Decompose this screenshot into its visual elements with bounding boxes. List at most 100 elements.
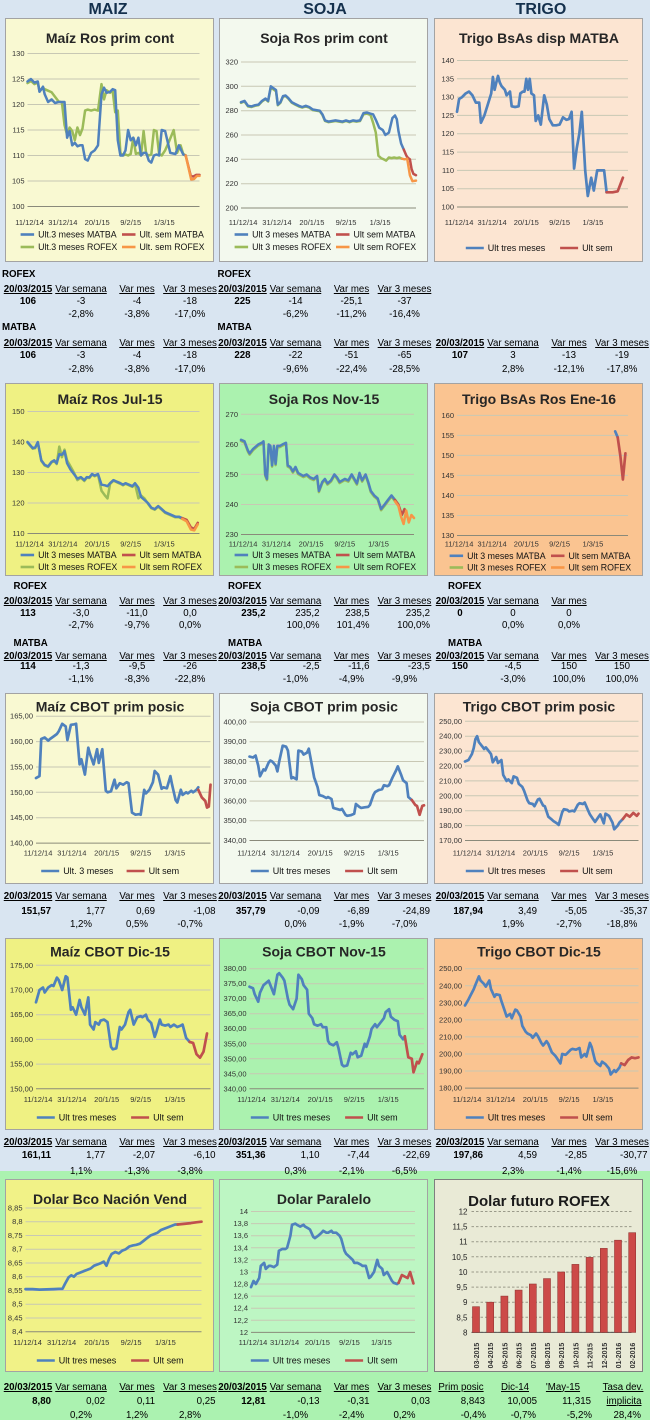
svg-text:130: 130 [441,531,454,540]
svg-text:13,8: 13,8 [233,1219,248,1228]
svg-text:170,00: 170,00 [439,836,462,845]
svg-text:Dolar Paralelo: Dolar Paralelo [277,1191,371,1207]
svg-text:200,00: 200,00 [439,1049,462,1058]
svg-text:Ult 3 meses ROFEX: Ult 3 meses ROFEX [252,562,331,572]
svg-text:11/12/14: 11/12/14 [444,539,473,548]
svg-text:20/1/15: 20/1/15 [513,218,538,227]
svg-text:9/2/15: 9/2/15 [336,218,357,227]
svg-text:11-2015: 11-2015 [587,1343,594,1368]
svg-text:120: 120 [441,129,454,138]
svg-text:150,00: 150,00 [10,787,33,796]
svg-text:8,45: 8,45 [7,1314,22,1323]
svg-text:20/1/15: 20/1/15 [522,848,547,857]
svg-text:1/3/15: 1/3/15 [378,848,399,857]
svg-text:340,00: 340,00 [224,836,247,845]
svg-text:Ult 3 meses MATBA: Ult 3 meses MATBA [38,550,117,560]
svg-text:8,5: 8,5 [456,1313,468,1322]
svg-text:Ult sem: Ult sem [153,1356,184,1366]
svg-text:250: 250 [225,469,238,478]
svg-text:11/12/14: 11/12/14 [15,539,44,548]
svg-text:1/3/15: 1/3/15 [164,848,185,857]
svg-text:31/12/14: 31/12/14 [57,848,86,857]
svg-text:9/2/15: 9/2/15 [120,1338,141,1347]
svg-text:9/2/15: 9/2/15 [120,218,141,227]
svg-text:160,00: 160,00 [10,1034,33,1043]
svg-text:190,00: 190,00 [439,806,462,815]
svg-text:20/1/15: 20/1/15 [84,1338,109,1347]
svg-text:11: 11 [459,1238,468,1247]
svg-text:14: 14 [240,1207,248,1216]
svg-text:1/3/15: 1/3/15 [368,539,389,548]
svg-text:Soja CBOT prim posic: Soja CBOT prim posic [250,698,398,714]
svg-text:12: 12 [240,1328,248,1337]
svg-text:20/1/15: 20/1/15 [84,539,109,548]
svg-text:250,00: 250,00 [439,716,462,725]
svg-text:140: 140 [441,491,454,500]
svg-text:31/12/14: 31/12/14 [477,218,506,227]
svg-text:Ult sem ROFEX: Ult sem ROFEX [139,562,202,572]
svg-text:Ult sem ROFEX: Ult sem ROFEX [354,242,417,252]
svg-text:350,00: 350,00 [224,1054,247,1063]
svg-text:8,55: 8,55 [7,1286,22,1295]
svg-text:1/3/15: 1/3/15 [371,1338,392,1347]
svg-text:140,00: 140,00 [10,838,33,847]
svg-text:20/1/15: 20/1/15 [308,848,333,857]
svg-text:Ult sem ROFEX: Ult sem ROFEX [568,562,631,572]
svg-text:360,00: 360,00 [224,1024,247,1033]
svg-text:Ult sem: Ult sem [367,1112,398,1122]
svg-text:11/12/14: 11/12/14 [239,1338,268,1347]
svg-text:Soja CBOT Nov-15: Soja CBOT Nov-15 [262,943,386,959]
svg-text:175,00: 175,00 [10,960,33,969]
svg-text:370,00: 370,00 [224,776,247,785]
svg-text:9/2/15: 9/2/15 [130,1095,151,1104]
svg-text:12-2015: 12-2015 [601,1343,608,1369]
svg-text:9/2/15: 9/2/15 [558,1095,579,1104]
svg-text:8,6: 8,6 [12,1272,22,1281]
svg-text:230: 230 [225,530,238,539]
svg-text:1/3/15: 1/3/15 [153,218,174,227]
svg-text:31/12/14: 31/12/14 [48,218,77,227]
svg-text:20/1/15: 20/1/15 [513,539,538,548]
svg-text:220,00: 220,00 [439,761,462,770]
svg-text:1/3/15: 1/3/15 [582,218,603,227]
svg-text:350,00: 350,00 [224,816,247,825]
svg-text:110: 110 [442,166,454,175]
svg-text:Maíz Ros Jul-15: Maíz Ros Jul-15 [57,391,162,407]
svg-text:Trigo BsAs disp MATBA: Trigo BsAs disp MATBA [459,30,619,46]
svg-text:08-2015: 08-2015 [545,1343,552,1369]
svg-text:11/12/14: 11/12/14 [237,1095,266,1104]
svg-text:20/1/15: 20/1/15 [522,1095,547,1104]
svg-text:180,00: 180,00 [439,1083,462,1092]
svg-text:02-2016: 02-2016 [630,1343,637,1369]
svg-text:155,00: 155,00 [10,762,33,771]
svg-text:Ult 3 meses MATBA: Ult 3 meses MATBA [252,550,331,560]
svg-text:Trigo CBOT Dic-15: Trigo CBOT Dic-15 [477,943,601,959]
svg-text:09-2015: 09-2015 [559,1343,566,1369]
svg-text:11/12/14: 11/12/14 [229,218,258,227]
svg-text:11/12/14: 11/12/14 [452,848,481,857]
svg-text:230,00: 230,00 [439,746,462,755]
svg-text:11/12/14: 11/12/14 [229,539,258,548]
svg-text:Ult. sem MATBA: Ult. sem MATBA [139,230,203,240]
svg-text:210,00: 210,00 [439,1032,462,1041]
svg-text:Ult sem: Ult sem [367,866,398,876]
svg-text:260: 260 [225,131,238,140]
svg-text:01-2016: 01-2016 [616,1343,623,1369]
svg-text:270: 270 [225,409,238,418]
svg-text:120: 120 [11,498,24,507]
svg-text:135: 135 [441,511,454,520]
svg-text:31/12/14: 31/12/14 [48,539,77,548]
svg-text:06-2015: 06-2015 [516,1343,523,1369]
svg-text:12,4: 12,4 [233,1304,248,1313]
svg-text:31/12/14: 31/12/14 [262,539,291,548]
svg-text:1/3/15: 1/3/15 [592,1095,613,1104]
svg-text:130: 130 [11,468,24,477]
svg-text:8,65: 8,65 [7,1259,22,1268]
svg-text:1/3/15: 1/3/15 [153,539,174,548]
svg-text:20/1/15: 20/1/15 [94,1095,119,1104]
svg-text:9/2/15: 9/2/15 [344,1095,365,1104]
svg-text:9/2/15: 9/2/15 [130,848,151,857]
svg-text:31/12/14: 31/12/14 [477,539,506,548]
svg-text:9/2/15: 9/2/15 [120,539,141,548]
svg-text:105: 105 [11,177,24,186]
